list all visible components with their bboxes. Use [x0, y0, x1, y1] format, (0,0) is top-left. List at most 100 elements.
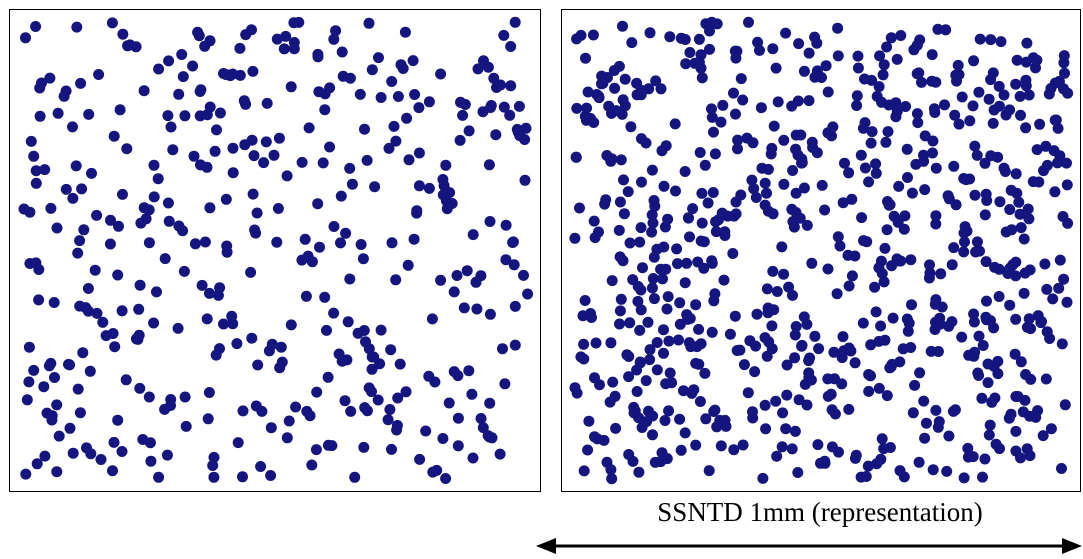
- track-dot: [635, 222, 647, 234]
- track-dot: [795, 129, 807, 141]
- track-dot: [133, 303, 145, 315]
- track-dot: [789, 352, 801, 364]
- track-dot: [759, 177, 771, 189]
- track-dot: [623, 371, 635, 383]
- track-dot: [870, 306, 882, 318]
- track-dot: [23, 376, 35, 388]
- track-dot: [207, 460, 219, 471]
- track-dot: [684, 231, 695, 243]
- track-dot: [306, 256, 318, 268]
- track-dot: [960, 174, 972, 186]
- track-dot: [1034, 118, 1046, 130]
- track-dot: [971, 236, 983, 248]
- track-dot: [657, 273, 668, 285]
- track-dot: [180, 420, 192, 432]
- track-dot: [979, 209, 991, 221]
- track-dot: [352, 327, 364, 339]
- track-dot: [46, 410, 58, 422]
- track-dot: [471, 303, 483, 315]
- track-dot: [89, 264, 101, 276]
- track-dot: [610, 422, 622, 434]
- track-dot: [202, 413, 214, 425]
- track-dot: [949, 109, 961, 121]
- track-dot: [887, 312, 899, 324]
- track-dot: [836, 378, 848, 390]
- track-dot: [227, 167, 239, 179]
- track-dot: [330, 25, 342, 37]
- track-dot: [663, 335, 675, 347]
- track-dot: [728, 444, 740, 456]
- track-dot: [67, 447, 79, 459]
- track-dot: [767, 43, 779, 55]
- track-dot: [650, 75, 662, 87]
- track-dot: [696, 72, 708, 84]
- track-dot: [796, 339, 808, 351]
- track-dot: [161, 449, 173, 461]
- track-dot: [300, 290, 312, 302]
- track-dot: [363, 17, 375, 29]
- track-dot: [659, 415, 671, 426]
- track-dot: [265, 422, 277, 434]
- track-dot: [761, 283, 773, 295]
- track-dot: [803, 372, 815, 384]
- track-dot: [339, 395, 351, 407]
- track-dot: [176, 49, 188, 60]
- track-dot: [384, 404, 396, 415]
- track-dot: [993, 80, 1005, 92]
- track-dot: [631, 386, 643, 397]
- track-dot: [44, 72, 56, 84]
- track-dot: [757, 472, 769, 484]
- track-dot: [199, 236, 211, 248]
- track-dot: [148, 191, 160, 203]
- track-dot: [1015, 356, 1027, 368]
- track-dot: [985, 74, 997, 86]
- track-dot: [204, 35, 216, 47]
- track-dot: [312, 48, 324, 60]
- track-dot: [885, 32, 897, 44]
- track-dot: [656, 145, 668, 157]
- track-dot: [113, 220, 124, 232]
- track-dot: [596, 70, 608, 82]
- track-dot: [163, 55, 175, 67]
- track-dot: [162, 197, 174, 209]
- track-dot: [632, 295, 644, 307]
- track-dot: [345, 405, 357, 417]
- track-dot: [271, 236, 283, 248]
- track-dot: [967, 100, 979, 112]
- track-dot: [509, 300, 521, 312]
- track-dot: [255, 461, 267, 472]
- track-dot: [918, 395, 930, 407]
- track-dot: [1052, 157, 1063, 169]
- track-dot: [1020, 80, 1032, 92]
- track-dot: [423, 182, 435, 194]
- track-dot: [340, 227, 352, 239]
- track-dot: [1039, 258, 1051, 270]
- track-dot: [588, 215, 600, 227]
- track-dot: [843, 403, 855, 415]
- track-dot: [366, 363, 378, 375]
- track-dot: [884, 362, 896, 374]
- track-dot: [827, 121, 839, 133]
- track-dot: [618, 174, 629, 186]
- track-dot: [108, 130, 120, 142]
- track-dot: [106, 17, 118, 29]
- track-dot: [355, 239, 367, 250]
- track-dot: [609, 82, 621, 94]
- track-dot: [328, 307, 340, 319]
- track-dot: [74, 235, 86, 247]
- track-dot: [587, 29, 599, 41]
- track-dot: [626, 37, 638, 49]
- track-dot: [846, 193, 858, 205]
- track-dot: [932, 23, 944, 35]
- track-dot: [494, 448, 506, 460]
- track-dot: [859, 73, 870, 85]
- track-dot: [813, 343, 825, 355]
- track-dot: [894, 465, 906, 477]
- track-dot: [1006, 224, 1018, 236]
- track-dot: [927, 135, 939, 147]
- track-dot: [76, 183, 88, 195]
- track-dot: [882, 126, 894, 138]
- track-dot: [770, 62, 782, 74]
- track-dot: [601, 456, 613, 468]
- track-dot: [509, 16, 521, 28]
